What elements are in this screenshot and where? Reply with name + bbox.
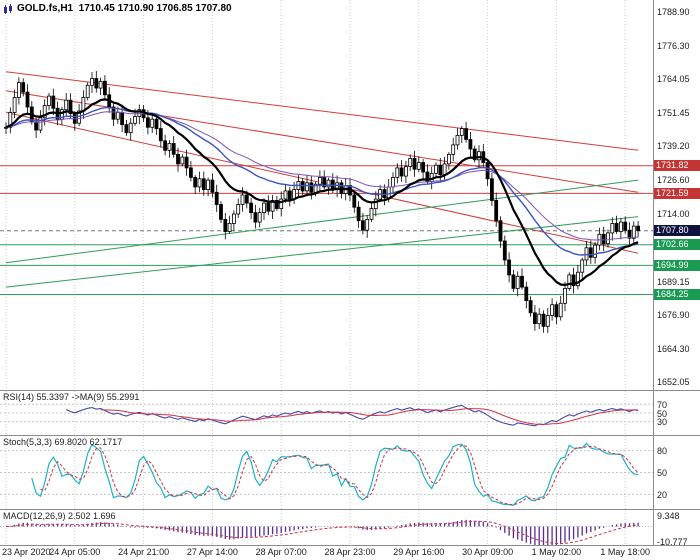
price-tick: 1652.05	[657, 377, 690, 388]
panel-separator[interactable]	[0, 390, 700, 391]
time-label: 30 Apr 09:00	[462, 547, 514, 557]
rsi-axis-label: 30	[657, 417, 668, 428]
macd-canvas[interactable]	[0, 510, 653, 545]
stoch-axis-label: 80	[657, 446, 668, 457]
time-label: 24 Apr 05:00	[49, 547, 101, 557]
time-label: 1 May 02:00	[531, 547, 582, 557]
rsi-axis-label: 50	[657, 408, 668, 419]
price-tag: 1702.66	[654, 239, 700, 251]
price-tick: 1689.15	[657, 276, 690, 287]
price-tick: 1764.05	[657, 73, 690, 84]
time-label: 28 Apr 07:00	[255, 547, 307, 557]
price-tick: 1726.60	[657, 175, 690, 186]
time-label: 23 Apr 2020	[2, 547, 51, 557]
time-label: 29 Apr 16:00	[393, 547, 445, 557]
price-tag: 1684.25	[654, 289, 700, 301]
chart-header: GOLD.fs,H1 1710.45 1710.90 1706.85 1707.…	[3, 3, 232, 14]
price-tick: 1676.90	[657, 309, 690, 320]
stoch-label: Stoch(5,3,3) 69.8020 62.1717	[3, 437, 123, 447]
time-label: 28 Apr 23:00	[324, 547, 376, 557]
time-label: 27 Apr 14:00	[186, 547, 238, 557]
price-axis-border	[653, 0, 654, 546]
macd-label: MACD(12,26,9) 2.502 1.696	[3, 511, 116, 521]
macd-axis-label: -10.777	[657, 536, 688, 547]
stoch-axis-label: 20	[657, 489, 668, 500]
price-tick: 1714.00	[657, 209, 690, 220]
price-tick: 1788.90	[657, 6, 690, 17]
panel-separator[interactable]	[0, 435, 700, 436]
price-tick: 1776.30	[657, 40, 690, 51]
time-label: 1 May 18:00	[600, 547, 650, 557]
price-tag: 1731.82	[654, 160, 700, 172]
rsi-axis-label: 70	[657, 399, 668, 410]
panel-separator[interactable]	[0, 509, 700, 510]
price-tick: 1664.30	[657, 344, 690, 355]
price-tag: 1721.59	[654, 187, 700, 199]
price-tick: 1739.20	[657, 141, 690, 152]
panel-separator[interactable]	[0, 545, 700, 546]
price-chart-canvas[interactable]	[0, 0, 653, 390]
price-tag: 1694.99	[654, 259, 700, 271]
time-axis[interactable]: 23 Apr 2020 24 Apr 05:00 24 Apr 21:00 27 Ap…	[0, 546, 700, 560]
chart-icon	[3, 3, 13, 14]
price-tick: 1751.45	[657, 108, 690, 119]
price-axis[interactable]: 1788.90 1776.30 1764.05 1751.45 1739.20 1726.…	[653, 0, 700, 547]
price-tag: 1707.80	[654, 225, 700, 237]
time-label: 24 Apr 21:00	[118, 547, 170, 557]
stoch-axis-label: 50	[657, 468, 668, 478]
rsi-canvas[interactable]	[0, 391, 653, 435]
stoch-canvas[interactable]	[0, 436, 653, 509]
macd-axis-label: 9.348	[657, 510, 680, 521]
rsi-label: RSI(14) 55.3397 ->MA(9) 55.2991	[3, 392, 140, 402]
symbol-ohlc-label: GOLD.fs,H1 1710.45 1710.90 1706.85 1707.…	[17, 3, 232, 14]
